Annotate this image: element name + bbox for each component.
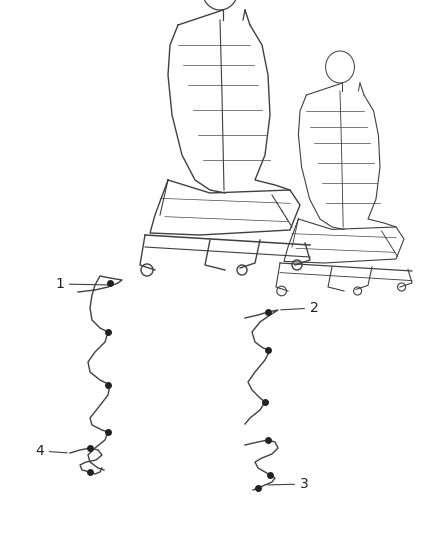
Text: 2: 2 bbox=[281, 301, 319, 315]
Text: 1: 1 bbox=[55, 277, 109, 291]
Text: 4: 4 bbox=[35, 444, 67, 458]
Text: 3: 3 bbox=[268, 477, 309, 491]
